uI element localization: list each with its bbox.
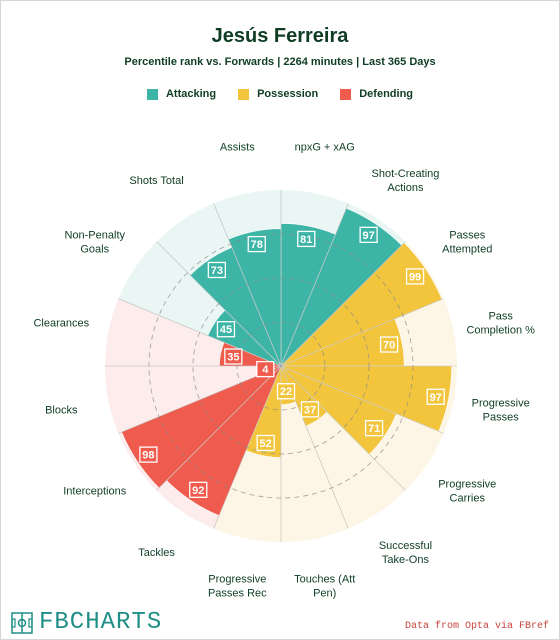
value-label-box bbox=[189, 481, 208, 498]
category-label: Shots Total bbox=[129, 175, 183, 187]
spoke-line bbox=[156, 241, 282, 367]
spoke-line bbox=[280, 203, 349, 367]
value-label-box bbox=[224, 348, 243, 365]
value-label: 70 bbox=[383, 340, 395, 352]
category-label: Successful Take-Ons bbox=[379, 540, 432, 566]
value-label: 92 bbox=[192, 485, 204, 497]
value-label: 73 bbox=[211, 265, 223, 277]
value-label-box bbox=[139, 446, 158, 463]
value-label: 98 bbox=[142, 450, 154, 462]
category-label: Non-Penalty Goals bbox=[64, 230, 125, 256]
value-label: 35 bbox=[227, 352, 239, 364]
category-label: Touches (Att Pen) bbox=[294, 574, 355, 600]
category-label: Blocks bbox=[45, 405, 78, 417]
category-label: Progressive Carries bbox=[438, 478, 496, 504]
value-label: 4 bbox=[262, 364, 269, 376]
spoke-line bbox=[280, 241, 406, 367]
value-label-box bbox=[300, 401, 320, 418]
category-label: Passes Attempted bbox=[442, 230, 492, 256]
legend-label-defending: Defending bbox=[359, 88, 414, 100]
value-label-box bbox=[379, 336, 399, 353]
value-label-box bbox=[426, 388, 445, 405]
value-label-box bbox=[405, 268, 425, 285]
category-label: Progressive Passes bbox=[472, 398, 530, 424]
category-label: npxG + xAG bbox=[295, 141, 355, 153]
background-sector bbox=[105, 366, 281, 434]
value-label: 22 bbox=[280, 386, 292, 398]
value-label: 45 bbox=[220, 324, 232, 336]
pitch-icon bbox=[11, 611, 33, 634]
category-label: Clearances bbox=[33, 317, 89, 329]
spoke-line bbox=[213, 203, 282, 367]
chart-title: Jesús Ferreira bbox=[211, 25, 349, 47]
legend-item-defending: Defending bbox=[340, 88, 413, 100]
spoke-line bbox=[280, 365, 444, 434]
chart-subtitle: Percentile rank vs. Forwards | 2264 minu… bbox=[124, 56, 436, 68]
value-label: 52 bbox=[260, 438, 272, 450]
category-label: Shot-Creating Actions bbox=[372, 168, 440, 194]
value-label: 99 bbox=[409, 271, 421, 283]
logo-text: FBCHARTS bbox=[39, 609, 163, 636]
value-label-box bbox=[364, 420, 384, 437]
spoke-line bbox=[280, 365, 406, 491]
background-sector bbox=[281, 366, 349, 542]
legend-swatch-possession bbox=[238, 88, 250, 100]
spoke-line bbox=[156, 365, 282, 491]
value-label: 71 bbox=[368, 423, 380, 435]
value-label: 97 bbox=[430, 392, 442, 404]
legend: Attacking Possession Defending bbox=[1, 88, 559, 100]
value-label: 97 bbox=[362, 230, 374, 242]
spoke-line bbox=[280, 298, 444, 367]
spoke-line bbox=[213, 365, 282, 529]
value-label-box bbox=[276, 383, 296, 400]
legend-label-possession: Possession bbox=[257, 88, 319, 100]
value-label-box bbox=[359, 226, 378, 244]
value-label-box bbox=[247, 235, 266, 253]
legend-label-attacking: Attacking bbox=[165, 88, 217, 100]
value-label-box bbox=[207, 261, 226, 279]
category-label: Tackles bbox=[138, 547, 175, 559]
spoke-line bbox=[118, 365, 282, 434]
category-label: Pass Completion % bbox=[466, 310, 535, 336]
value-label: 81 bbox=[300, 234, 312, 246]
fbcharts-logo: FBCHARTS bbox=[11, 609, 162, 636]
category-label: Interceptions bbox=[63, 485, 126, 497]
legend-swatch-attacking bbox=[146, 88, 158, 100]
value-label-box bbox=[256, 360, 275, 378]
value-label-box bbox=[256, 434, 275, 452]
legend-item-possession: Possession bbox=[238, 88, 318, 100]
source-note: Data from Opta via FBref bbox=[404, 621, 549, 632]
value-label: 78 bbox=[251, 239, 263, 251]
category-label: Progressive Passes Rec bbox=[208, 574, 267, 600]
value-label: 37 bbox=[304, 404, 316, 416]
legend-swatch-defending bbox=[340, 88, 352, 100]
category-label: Assists bbox=[220, 141, 255, 153]
spoke-line bbox=[118, 298, 282, 367]
legend-item-attacking: Attacking bbox=[146, 88, 217, 100]
value-label-box bbox=[297, 230, 316, 248]
value-label-box bbox=[216, 321, 236, 338]
